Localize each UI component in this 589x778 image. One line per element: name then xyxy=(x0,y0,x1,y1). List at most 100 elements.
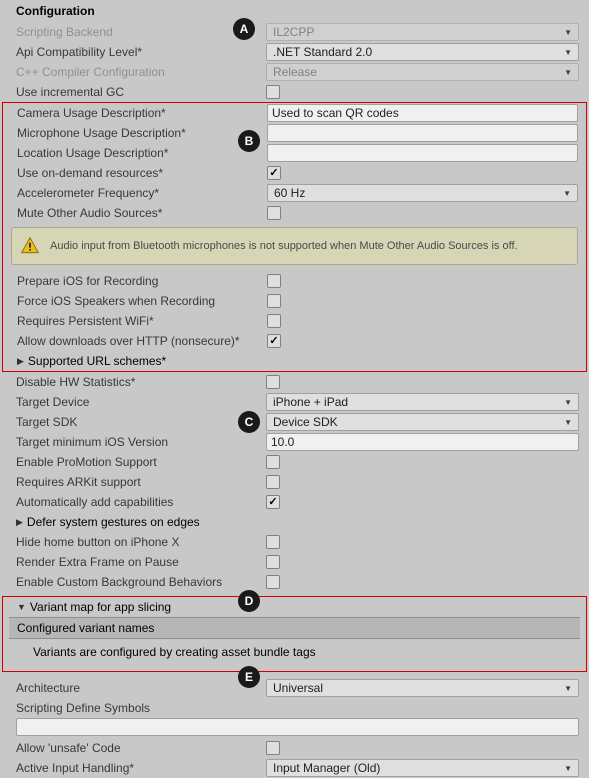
input-camera-desc[interactable] xyxy=(267,104,578,122)
label-define-symbols: Scripting Define Symbols xyxy=(8,701,266,715)
chevron-down-icon: ▼ xyxy=(564,48,572,57)
label-camera-desc: Camera Usage Description* xyxy=(9,106,267,120)
label-ondemand: Use on-demand resources* xyxy=(9,166,267,180)
label-prepare-ios: Prepare iOS for Recording xyxy=(9,274,267,288)
chevron-down-icon: ▼ xyxy=(564,398,572,407)
dropdown-target-sdk[interactable]: Device SDK▼ xyxy=(266,413,579,431)
label-mute-audio: Mute Other Audio Sources* xyxy=(9,206,267,220)
highlight-box-d: ▼ Variant map for app slicing Configured… xyxy=(2,596,587,672)
warning-text: Audio input from Bluetooth microphones i… xyxy=(50,240,518,252)
chevron-down-icon: ▼ xyxy=(563,189,571,198)
chevron-down-icon: ▼ xyxy=(564,764,572,773)
chevron-down-icon: ▼ xyxy=(564,68,572,77)
chevron-down-icon: ▼ xyxy=(564,418,572,427)
label-api-compat: Api Compatibility Level* xyxy=(8,45,266,59)
label-allow-http: Allow downloads over HTTP (nonsecure)* xyxy=(9,334,267,348)
badge-b: B xyxy=(238,130,260,152)
row-input-handling: Active Input Handling* Input Manager (Ol… xyxy=(8,758,581,778)
label-target-sdk: Target SDK xyxy=(8,415,266,429)
input-target-min-ios[interactable] xyxy=(266,433,579,451)
label-accel-freq: Accelerometer Frequency* xyxy=(9,186,267,200)
row-target-sdk: Target SDK Device SDK▼ xyxy=(8,412,581,432)
checkbox-mute-audio[interactable] xyxy=(267,206,281,220)
label-disable-hw: Disable HW Statistics* xyxy=(8,375,266,389)
row-persistent-wifi: Requires Persistent WiFi* xyxy=(9,311,580,331)
row-unsafe-code: Allow 'unsafe' Code xyxy=(8,738,581,758)
checkbox-force-speakers[interactable] xyxy=(267,294,281,308)
label-render-extra: Render Extra Frame on Pause xyxy=(8,555,266,569)
triangle-down-icon: ▼ xyxy=(17,602,26,612)
label-persistent-wifi: Requires Persistent WiFi* xyxy=(9,314,267,328)
row-disable-hw: Disable HW Statistics* xyxy=(8,372,581,392)
warning-box: Audio input from Bluetooth microphones i… xyxy=(11,227,578,265)
input-mic-desc[interactable] xyxy=(267,124,578,142)
label-input-handling: Active Input Handling* xyxy=(8,761,266,775)
label-arkit: Requires ARKit support xyxy=(8,475,266,489)
label-hide-home: Hide home button on iPhone X xyxy=(8,535,266,549)
label-scripting-backend: Scripting Backend xyxy=(8,25,266,39)
dropdown-cpp-compiler: Release▼ xyxy=(266,63,579,81)
dropdown-api-compat[interactable]: .NET Standard 2.0▼ xyxy=(266,43,579,61)
row-define-symbols: Scripting Define Symbols xyxy=(8,698,581,718)
label-auto-capabilities: Automatically add capabilities xyxy=(8,495,266,509)
badge-a: A xyxy=(233,18,255,40)
label-custom-bg: Enable Custom Background Behaviors xyxy=(8,575,266,589)
row-render-extra: Render Extra Frame on Pause xyxy=(8,552,581,572)
label-architecture: Architecture xyxy=(8,681,266,695)
row-camera-desc: Camera Usage Description* xyxy=(9,103,580,123)
row-force-speakers: Force iOS Speakers when Recording xyxy=(9,291,580,311)
label-promotion: Enable ProMotion Support xyxy=(8,455,266,469)
label-unsafe-code: Allow 'unsafe' Code xyxy=(8,741,266,755)
row-custom-bg: Enable Custom Background Behaviors xyxy=(8,572,581,592)
warning-icon xyxy=(20,236,40,256)
checkbox-ondemand[interactable] xyxy=(267,166,281,180)
row-mic-desc: Microphone Usage Description* xyxy=(9,123,580,143)
checkbox-custom-bg[interactable] xyxy=(266,575,280,589)
row-target-device: Target Device iPhone + iPad▼ xyxy=(8,392,581,412)
badge-c: C xyxy=(238,411,260,433)
checkbox-allow-http[interactable] xyxy=(267,334,281,348)
triangle-right-icon: ▶ xyxy=(16,517,23,528)
label-target-min-ios: Target minimum iOS Version xyxy=(8,435,266,449)
checkbox-arkit[interactable] xyxy=(266,475,280,489)
dropdown-architecture[interactable]: Universal▼ xyxy=(266,679,579,697)
foldout-url-schemes[interactable]: ▶ Supported URL schemes* xyxy=(9,351,580,371)
dropdown-accel-freq[interactable]: 60 Hz▼ xyxy=(267,184,578,202)
row-promotion: Enable ProMotion Support xyxy=(8,452,581,472)
dropdown-scripting-backend: IL2CPP▼ xyxy=(266,23,579,41)
foldout-defer-gestures[interactable]: ▶ Defer system gestures on edges xyxy=(8,512,581,532)
dropdown-target-device[interactable]: iPhone + iPad▼ xyxy=(266,393,579,411)
dropdown-input-handling[interactable]: Input Manager (Old)▼ xyxy=(266,759,579,777)
row-cpp-compiler: C++ Compiler Configuration Release▼ xyxy=(8,62,581,82)
row-auto-capabilities: Automatically add capabilities xyxy=(8,492,581,512)
row-hide-home: Hide home button on iPhone X xyxy=(8,532,581,552)
foldout-variant-map[interactable]: ▼ Variant map for app slicing xyxy=(9,597,580,617)
checkbox-disable-hw[interactable] xyxy=(266,375,280,389)
checkbox-auto-capabilities[interactable] xyxy=(266,495,280,509)
highlight-box-b: Camera Usage Description* Microphone Usa… xyxy=(2,102,587,372)
checkbox-unsafe-code[interactable] xyxy=(266,741,280,755)
checkbox-promotion[interactable] xyxy=(266,455,280,469)
row-mute-audio: Mute Other Audio Sources* xyxy=(9,203,580,223)
input-define-symbols[interactable] xyxy=(16,718,579,736)
label-variant-map: Variant map for app slicing xyxy=(30,600,171,614)
checkbox-incremental-gc[interactable] xyxy=(266,85,280,99)
row-scripting-backend: Scripting Backend IL2CPP▼ xyxy=(8,22,581,42)
row-accel-freq: Accelerometer Frequency* 60 Hz▼ xyxy=(9,183,580,203)
row-architecture: Architecture Universal▼ xyxy=(8,678,581,698)
checkbox-prepare-ios[interactable] xyxy=(267,274,281,288)
label-url-schemes: Supported URL schemes* xyxy=(28,354,166,368)
checkbox-persistent-wifi[interactable] xyxy=(267,314,281,328)
checkbox-hide-home[interactable] xyxy=(266,535,280,549)
row-incremental-gc: Use incremental GC xyxy=(8,82,581,102)
badge-e: E xyxy=(238,666,260,688)
chevron-down-icon: ▼ xyxy=(564,684,572,693)
chevron-down-icon: ▼ xyxy=(564,28,572,37)
label-incremental-gc: Use incremental GC xyxy=(8,85,266,99)
triangle-right-icon: ▶ xyxy=(17,356,24,367)
input-loc-desc[interactable] xyxy=(267,144,578,162)
checkbox-render-extra[interactable] xyxy=(266,555,280,569)
label-mic-desc: Microphone Usage Description* xyxy=(9,126,267,140)
row-allow-http: Allow downloads over HTTP (nonsecure)* xyxy=(9,331,580,351)
label-cpp-compiler: C++ Compiler Configuration xyxy=(8,65,266,79)
